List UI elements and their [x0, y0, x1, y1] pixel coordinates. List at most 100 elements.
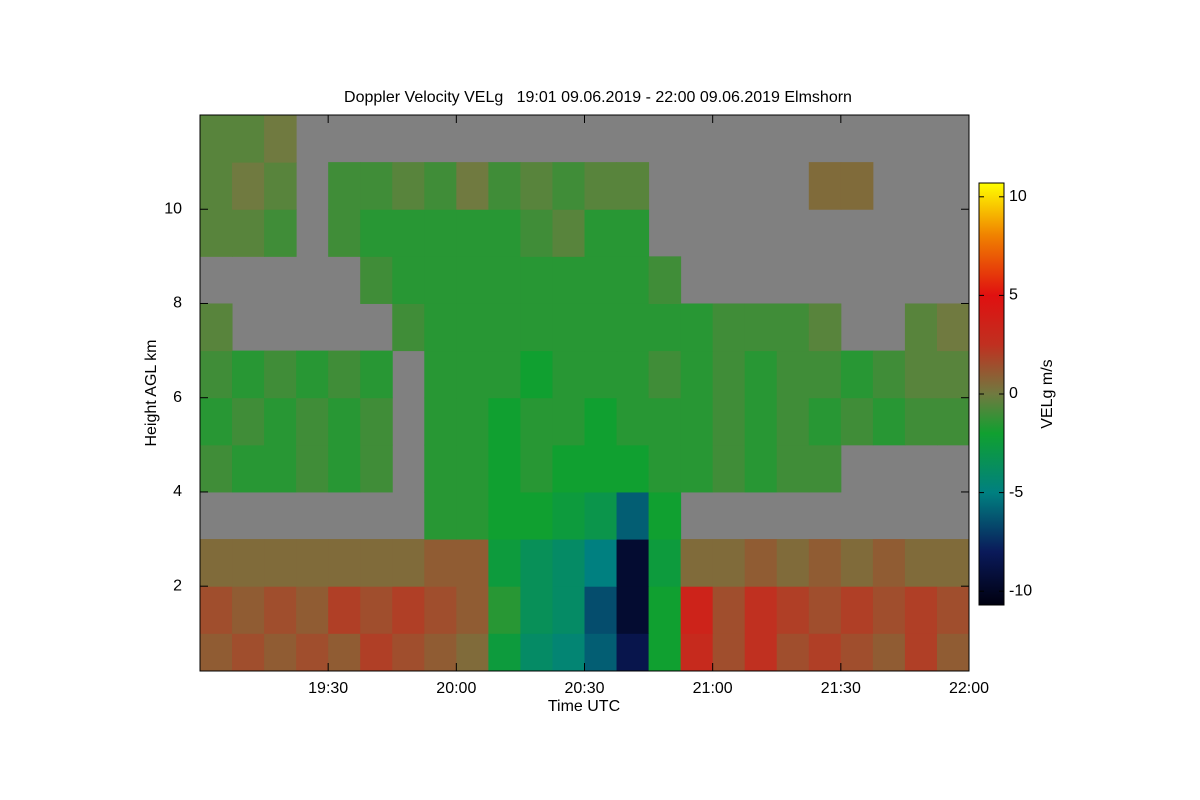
- heatmap-cell: [232, 115, 265, 163]
- heatmap-cell: [808, 350, 842, 399]
- heatmap-cell: [584, 162, 618, 210]
- heatmap-cell: [232, 397, 265, 446]
- y-tick-label: 6: [173, 389, 182, 406]
- heatmap-cell: [616, 350, 650, 399]
- heatmap-cell: [904, 633, 938, 671]
- x-tick-label: 21:30: [821, 680, 861, 697]
- colorbar-tick-label: 0: [1009, 385, 1018, 402]
- heatmap-cell: [584, 209, 618, 257]
- heatmap-cell: [232, 539, 265, 587]
- colorbar-tick-label: -10: [1009, 582, 1032, 599]
- heatmap-cell: [392, 539, 425, 587]
- heatmap-cell: [872, 586, 906, 634]
- heatmap-cell: [744, 444, 778, 493]
- y-axis-label: Height AGL km: [143, 339, 160, 446]
- heatmap-cell: [488, 256, 521, 304]
- heatmap-cell: [264, 162, 297, 210]
- heatmap-cell: [744, 350, 778, 399]
- heatmap-cell: [424, 586, 457, 634]
- heatmap-cell: [232, 350, 265, 399]
- heatmap-cell: [616, 256, 650, 304]
- heatmap-cell: [296, 444, 329, 493]
- heatmap-cell: [392, 586, 425, 634]
- heatmap-cell: [328, 586, 361, 634]
- heatmap-cell: [328, 397, 361, 446]
- heatmap-cell: [232, 444, 265, 493]
- heatmap-cell: [520, 350, 553, 399]
- heatmap-cell: [456, 586, 489, 634]
- heatmap-cell: [584, 397, 618, 446]
- heatmap-cell: [264, 586, 297, 634]
- heatmap-cell: [424, 397, 457, 446]
- heatmap-cell: [552, 162, 585, 210]
- heatmap-cell: [360, 209, 393, 257]
- heatmap-cell: [424, 209, 457, 257]
- heatmap-cell: [808, 303, 842, 352]
- heatmap-cell: [712, 586, 746, 634]
- heatmap-cell: [488, 444, 521, 493]
- chart-title: Doppler Velocity VELg 19:01 09.06.2019 -…: [344, 89, 852, 106]
- heatmap-cell: [520, 633, 553, 671]
- heatmap-cell: [936, 303, 969, 352]
- heatmap-cell: [648, 444, 682, 493]
- heatmap-cell: [360, 256, 393, 304]
- heatmap-cell: [360, 350, 393, 399]
- heatmap-cell: [712, 397, 746, 446]
- colorbar-tick-label: 5: [1009, 287, 1018, 304]
- heatmap-cell: [488, 397, 521, 446]
- heatmap-cell: [680, 586, 714, 634]
- y-tick-label: 4: [173, 483, 182, 500]
- heatmap-cell: [616, 539, 650, 587]
- heatmap-cell: [616, 444, 650, 493]
- heatmap-cell: [264, 115, 297, 163]
- heatmap-cell: [776, 303, 810, 352]
- heatmap-cell: [648, 539, 682, 587]
- heatmap-cell: [904, 586, 938, 634]
- heatmap-cell: [520, 444, 553, 493]
- heatmap-cell: [904, 303, 938, 352]
- heatmap-cell: [488, 491, 521, 540]
- heatmap-cell: [328, 444, 361, 493]
- heatmap-cell: [200, 209, 233, 257]
- colorbar-label: VELg m/s: [1039, 359, 1056, 428]
- heatmap-cell: [584, 539, 618, 587]
- heatmap-cell: [200, 162, 233, 210]
- heatmap-cell: [488, 162, 521, 210]
- heatmap-cell: [648, 256, 682, 304]
- heatmap-cell: [392, 633, 425, 671]
- heatmap-cell: [424, 444, 457, 493]
- heatmap-cell: [392, 303, 425, 352]
- heatmap-cell: [200, 350, 233, 399]
- heatmap-cell: [840, 633, 874, 671]
- x-tick-label: 20:30: [564, 680, 604, 697]
- heatmap-cell: [232, 633, 265, 671]
- heatmap-cell: [840, 162, 874, 210]
- heatmap-cell: [264, 444, 297, 493]
- heatmap-cell: [552, 350, 585, 399]
- heatmap-cell: [552, 444, 585, 493]
- heatmap-cell: [552, 586, 585, 634]
- heatmap-cell: [552, 256, 585, 304]
- heatmap-cell: [392, 162, 425, 210]
- heatmap-cell: [680, 633, 714, 671]
- heatmap-cell: [520, 209, 553, 257]
- heatmap-cell: [456, 162, 489, 210]
- heatmap-cell: [488, 633, 521, 671]
- heatmap-cell: [296, 350, 329, 399]
- heatmap-cell: [200, 633, 233, 671]
- heatmap-cell: [744, 586, 778, 634]
- heatmap-cell: [680, 303, 714, 352]
- heatmap-cell: [744, 539, 778, 587]
- heatmap-cell: [424, 303, 457, 352]
- heatmap-cell: [488, 303, 521, 352]
- heatmap-cell: [456, 256, 489, 304]
- heatmap-cell: [648, 491, 682, 540]
- x-tick-label: 21:00: [693, 680, 733, 697]
- heatmap-cell: [808, 444, 842, 493]
- heatmap-cell: [712, 350, 746, 399]
- heatmap-cell: [424, 491, 457, 540]
- heatmap-cell: [232, 209, 265, 257]
- heatmap-cell: [328, 162, 361, 210]
- heatmap-cell: [776, 350, 810, 399]
